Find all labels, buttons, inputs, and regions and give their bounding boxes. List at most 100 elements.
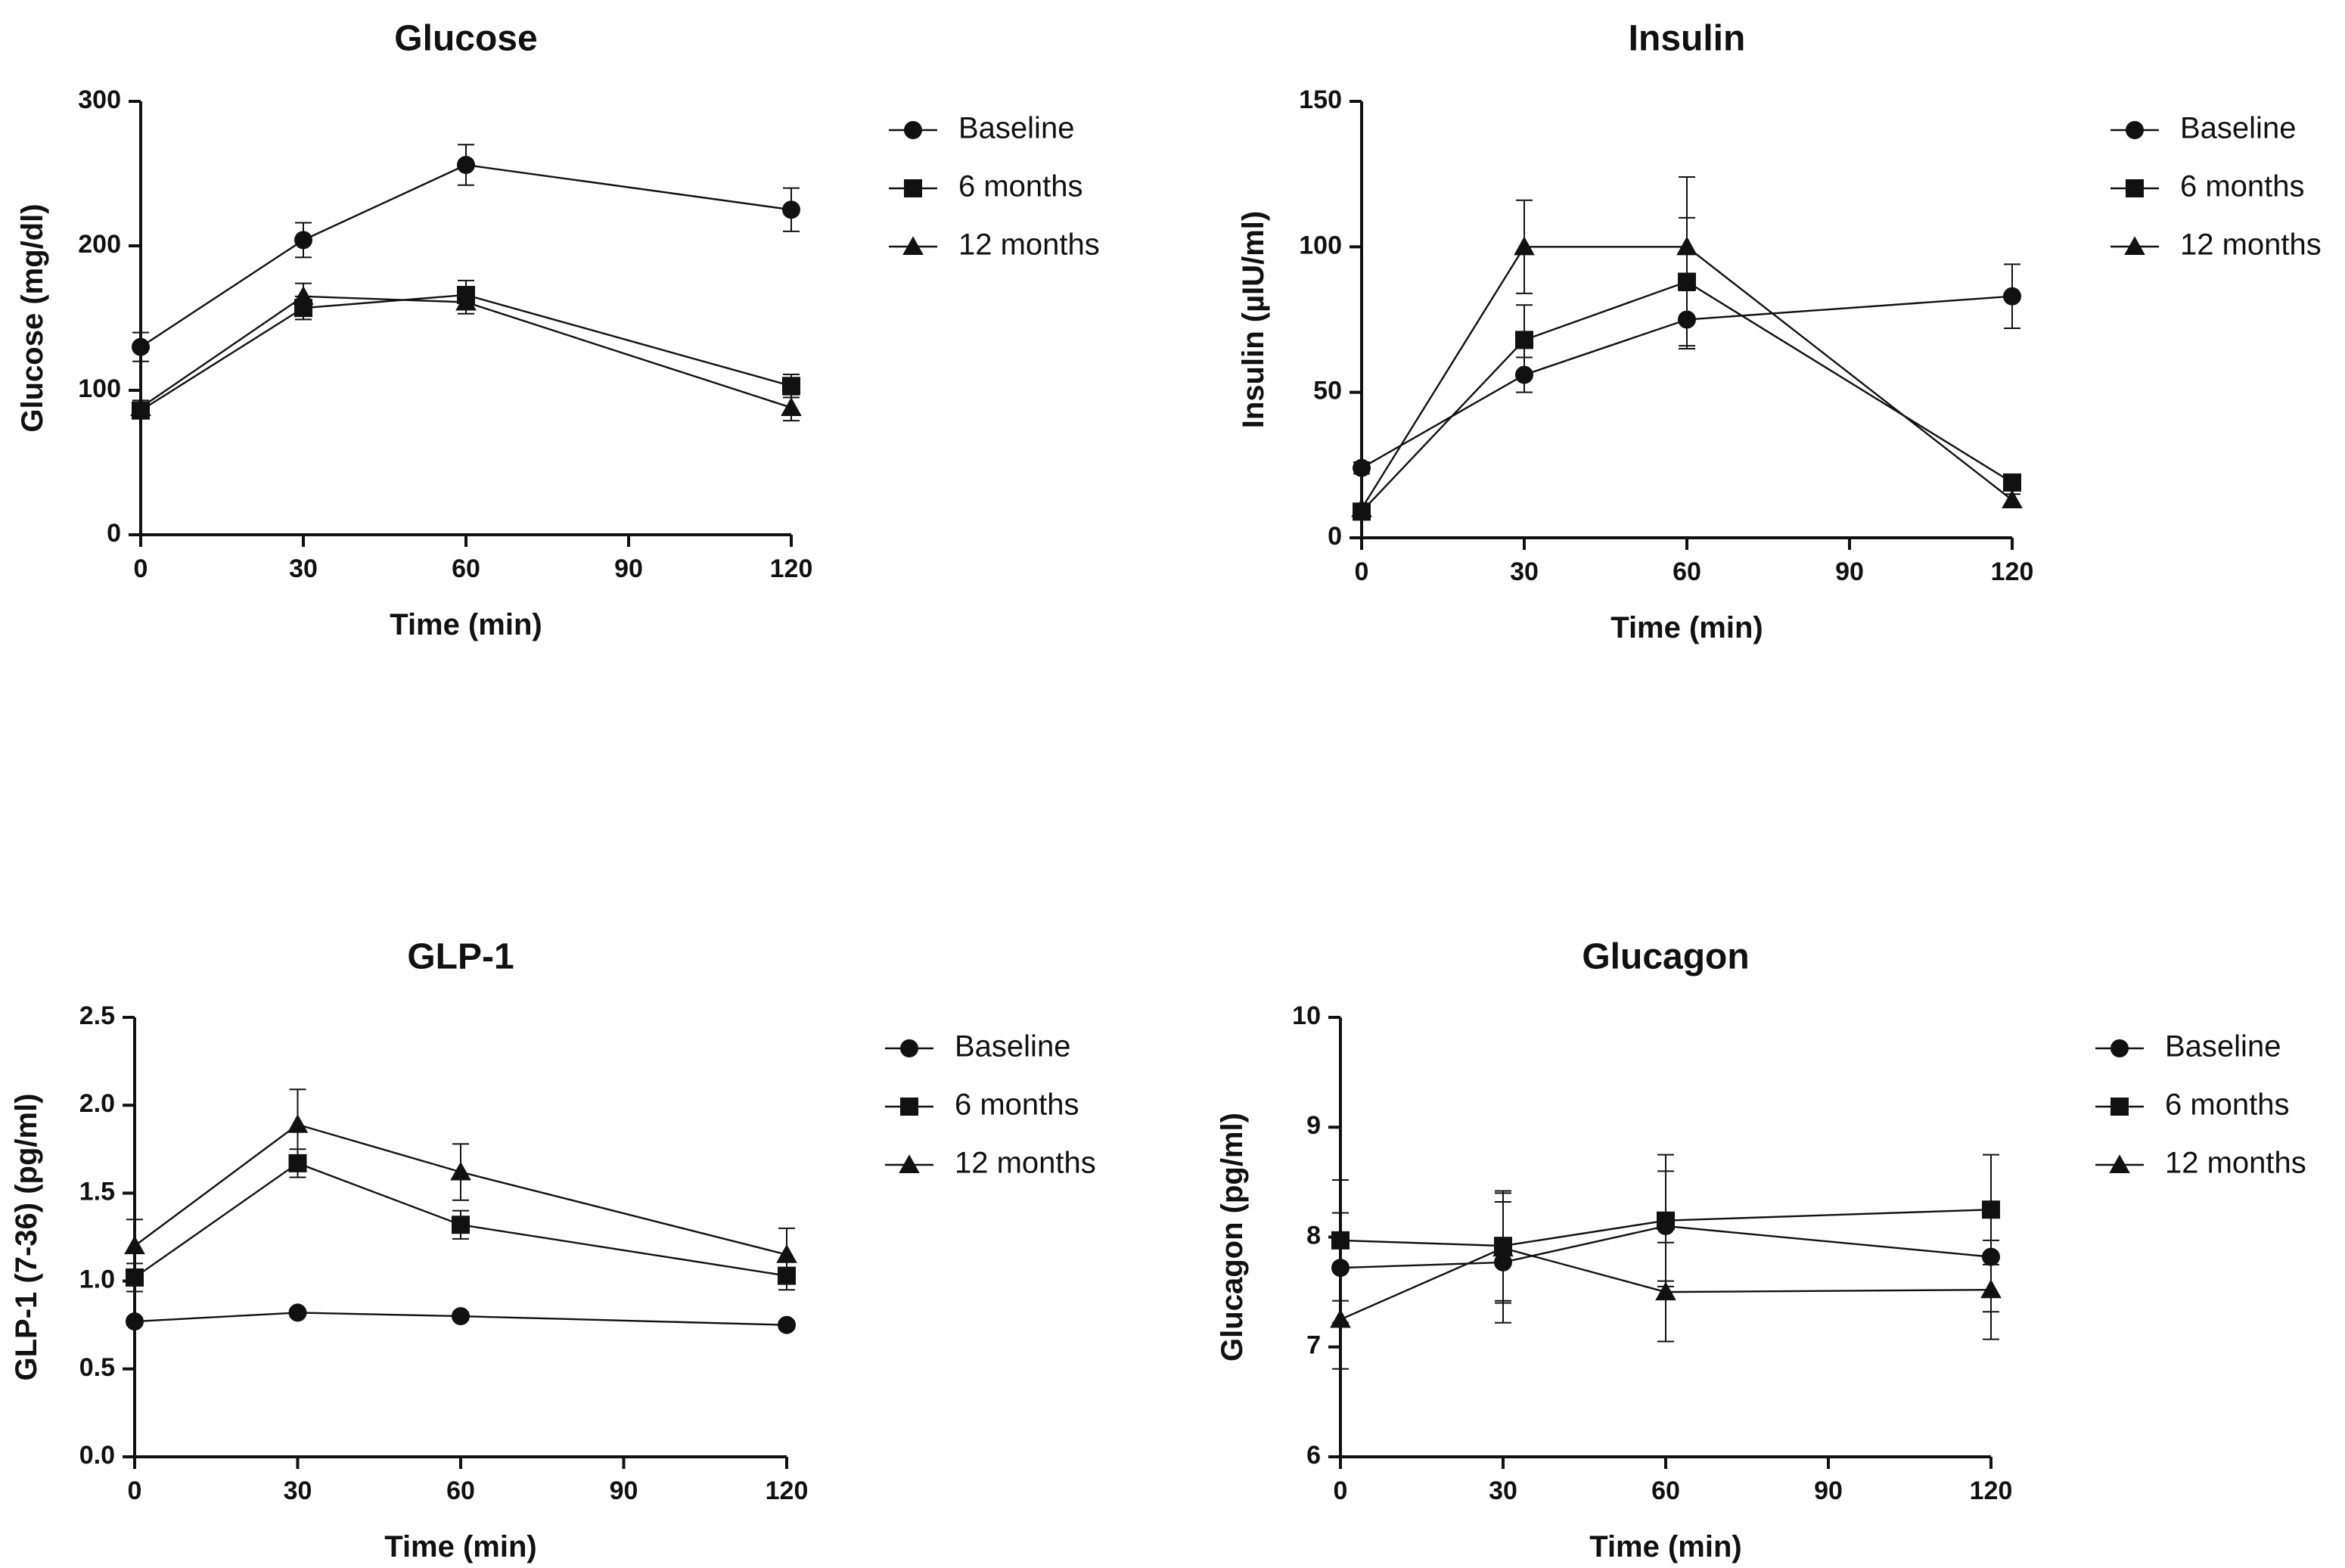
insulin-y-tick-label: 0 [1328,522,1342,551]
glucagon-legend-12-months: 12 months [2095,1147,2306,1180]
glucose-panel: Glucose 0 100 200 300 0 30 60 90 120 Time (min) Glu… [16,19,1100,641]
glp-1-x-tick-label: 0 [128,1476,142,1505]
glp-1-title: GLP-1 [407,937,514,977]
insulin-legend-12-months-label: 12 months [2180,228,2322,262]
glp-1-baseline-point [452,1307,470,1326]
glp-1-legend-baseline: Baseline [885,1030,1070,1063]
glucose-baseline-line [140,163,792,348]
glucose-x-tick-label: 60 [452,554,480,583]
glucagon-title: Glucagon [1582,937,1749,977]
glucose-y-tick-label: 0 [107,519,121,548]
insulin-legend-6-months-label: 6 months [2180,170,2305,203]
insulin-series-12-months [1351,176,2023,517]
glp-1-y-tick-label: 0.0 [79,1441,115,1470]
insulin-x-tick-label: 30 [1510,557,1539,586]
glucose-legend-12-months-label: 12 months [958,228,1100,262]
glp-1-y-tick-label: 1.5 [79,1177,115,1206]
glp-1-6-months-point [452,1216,470,1234]
glp-1-x-axis-label: Time (min) [384,1530,537,1563]
glucose-6-months-point [782,377,800,396]
glucose-6-months-line [140,293,792,411]
glucose-series-12-months [130,282,802,422]
glp-1-x-tick-label: 90 [610,1476,638,1505]
glucagon-legend-12-months-label: 12 months [2165,1147,2306,1180]
glucagon-6-months-line [1340,1208,1992,1247]
insulin-legend-12-months: 12 months [2110,228,2322,262]
glucose-12-months-line [140,295,792,409]
glucose-y-tick-label: 100 [78,374,121,403]
glucose-x-tick-label: 30 [289,554,318,583]
glp-1-legend-6-months-label: 6 months [955,1088,1079,1122]
glp-1-12-months-point [124,1235,145,1255]
glucagon-x-tick-label: 30 [1489,1476,1517,1505]
insulin-title: Insulin [1629,19,1746,59]
insulin-12-months-point [1676,236,1697,256]
glp-1-series-12-months [124,1088,797,1282]
glucose-legend-12-months-marker [902,236,924,256]
glp-1-12-months-point [287,1113,309,1133]
glucagon-x-tick-label: 60 [1651,1476,1680,1505]
insulin-6-months-point [2003,473,2021,492]
glp-1-12-months-point [776,1244,797,1263]
glucagon-legend-6-months-label: 6 months [2165,1088,2290,1122]
insulin-12-months-line [1360,246,2013,510]
glucagon-y-tick-label: 7 [1306,1331,1321,1360]
glucose-y-tick-label: 200 [78,230,121,259]
insulin-6-months-line [1361,281,2013,513]
glp-1-legend-baseline-label: Baseline [955,1030,1070,1063]
glp-1-y-tick-label: 2.0 [79,1089,115,1118]
glucose-legend-baseline: Baseline [889,112,1074,145]
glucose-baseline-point [294,231,312,250]
glucose-baseline-point [782,200,800,219]
insulin-x-axis-label: Time (min) [1610,611,1763,644]
glucose-legend-baseline-marker [904,121,922,139]
glp-1-x-tick-label: 60 [446,1476,475,1505]
glucagon-baseline-line [1340,1225,1992,1269]
glucagon-12-months-line [1340,1247,1992,1321]
glucose-y-axis-label: Glucose (mg/dl) [16,203,49,432]
insulin-panel: Insulin 0 50 100 150 0 30 60 90 120 Time (min) Insu… [1237,19,2322,644]
glucose-legend-12-months: 12 months [889,228,1100,262]
glucagon-x-tick-label: 120 [1970,1476,2013,1505]
insulin-12-months-point [1351,498,1372,517]
glp-1-x-tick-label: 30 [284,1476,312,1505]
insulin-baseline-point [1353,458,1371,477]
glucose-12-months-point [455,291,477,311]
glucagon-panel: Glucagon 6 7 8 9 10 0 30 60 90 120 Time (min) Glucag… [1216,937,2306,1563]
glp-1-baseline-point [126,1312,144,1331]
glp-1-baseline-point [778,1315,796,1334]
glp-1-12-months-point [450,1161,471,1181]
glucose-12-months-point [781,397,802,416]
insulin-x-tick-label: 0 [1355,557,1369,586]
insulin-legend-6-months: 6 months [2110,170,2305,203]
glucose-x-tick-label: 0 [134,554,148,583]
glp-1-6-months-line [134,1162,787,1278]
insulin-y-tick-label: 150 [1299,85,1342,114]
glucose-12-months-point [130,397,151,416]
insulin-12-months-point [1514,236,1535,256]
glucagon-x-tick-label: 90 [1814,1476,1843,1505]
glucagon-y-tick-label: 9 [1306,1111,1321,1140]
glucagon-x-tick-label: 0 [1334,1476,1348,1505]
insulin-legend-baseline: Baseline [2110,112,2296,145]
glp-1-legend-12-months-marker [899,1154,920,1174]
glucagon-6-months-point [1331,1231,1350,1250]
glp-1-legend-baseline-marker [900,1039,918,1057]
insulin-baseline-line [1361,295,2013,469]
glp-1-baseline-point [288,1303,307,1322]
glucose-legend-baseline-label: Baseline [958,112,1074,145]
glp-1-x-tick-label: 120 [766,1476,809,1505]
glucagon-12-months-point [1655,1281,1676,1301]
glucose-12-months-point [293,286,314,305]
insulin-baseline-point [2003,287,2021,306]
glp-1-legend-12-months-label: 12 months [955,1147,1096,1180]
glp-1-series-6-months [126,1148,796,1293]
glucagon-legend-baseline-marker [2110,1039,2129,1057]
glucagon-12-months-point [1980,1279,2002,1299]
glucagon-12-months-point [1330,1309,1351,1328]
glp-1-y-tick-label: 0.5 [79,1353,115,1382]
insulin-legend-baseline-label: Baseline [2180,112,2296,145]
glucagon-legend-baseline-label: Baseline [2165,1030,2281,1063]
glp-1-legend-6-months-marker [900,1098,918,1116]
